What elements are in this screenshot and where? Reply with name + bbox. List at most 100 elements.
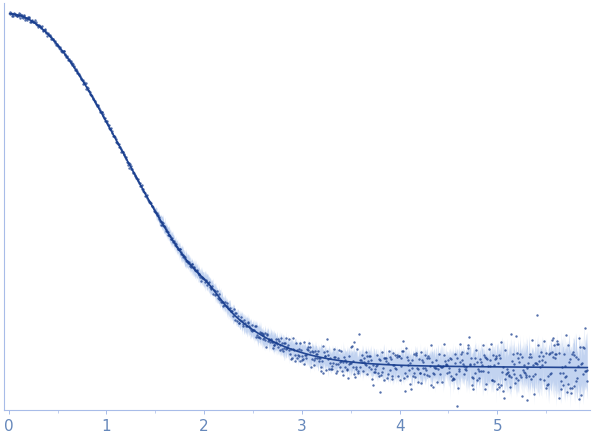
Point: [241, 323, 251, 330]
Point: [174, 245, 184, 252]
Point: [524, 360, 533, 367]
Point: [123, 160, 132, 166]
Point: [544, 350, 554, 357]
Point: [61, 53, 71, 60]
Point: [396, 377, 405, 384]
Point: [46, 31, 55, 38]
Point: [498, 369, 507, 376]
Point: [391, 364, 400, 371]
Point: [537, 361, 547, 368]
Point: [551, 350, 561, 357]
Point: [228, 308, 237, 315]
Point: [65, 56, 74, 63]
Point: [139, 187, 148, 194]
Point: [9, 12, 18, 19]
Point: [31, 21, 41, 28]
Point: [549, 341, 559, 348]
Point: [126, 163, 135, 170]
Point: [532, 361, 541, 368]
Point: [485, 362, 495, 369]
Point: [494, 383, 503, 390]
Point: [551, 355, 560, 362]
Point: [285, 350, 295, 357]
Point: [78, 80, 88, 87]
Point: [445, 368, 454, 375]
Point: [243, 319, 252, 326]
Point: [476, 368, 486, 375]
Point: [248, 326, 258, 333]
Point: [404, 356, 413, 363]
Point: [161, 227, 171, 234]
Point: [31, 18, 40, 25]
Point: [89, 96, 98, 103]
Point: [547, 336, 557, 343]
Point: [291, 340, 301, 347]
Point: [240, 317, 249, 324]
Point: [138, 186, 147, 193]
Point: [63, 56, 73, 63]
Point: [382, 375, 392, 382]
Point: [462, 349, 471, 356]
Point: [151, 210, 161, 217]
Point: [564, 381, 573, 388]
Point: [355, 364, 365, 371]
Point: [253, 334, 263, 341]
Point: [338, 372, 347, 379]
Point: [136, 182, 145, 189]
Point: [554, 395, 564, 402]
Point: [235, 317, 245, 324]
Point: [180, 253, 190, 260]
Point: [399, 375, 409, 382]
Point: [263, 332, 272, 339]
Point: [179, 253, 189, 260]
Point: [534, 353, 543, 360]
Point: [15, 14, 25, 21]
Point: [156, 218, 165, 225]
Point: [147, 202, 157, 209]
Point: [333, 361, 343, 368]
Point: [520, 370, 530, 377]
Point: [91, 99, 100, 106]
Point: [298, 355, 308, 362]
Point: [553, 340, 563, 347]
Point: [220, 298, 229, 305]
Point: [125, 164, 134, 171]
Point: [273, 343, 282, 350]
Point: [347, 364, 357, 371]
Point: [362, 370, 372, 377]
Point: [310, 356, 319, 363]
Point: [195, 270, 204, 277]
Point: [68, 62, 77, 69]
Point: [349, 339, 359, 346]
Point: [188, 263, 197, 270]
Point: [484, 362, 493, 369]
Point: [214, 290, 224, 297]
Point: [470, 360, 479, 367]
Point: [342, 358, 351, 365]
Point: [351, 366, 361, 373]
Point: [12, 13, 22, 20]
Point: [124, 159, 133, 166]
Point: [363, 353, 372, 360]
Point: [370, 365, 380, 372]
Point: [378, 365, 388, 372]
Point: [342, 367, 352, 374]
Point: [307, 356, 316, 363]
Point: [512, 374, 521, 381]
Point: [557, 364, 567, 371]
Point: [326, 354, 335, 361]
Point: [457, 356, 467, 363]
Point: [582, 377, 592, 384]
Point: [562, 388, 572, 395]
Point: [229, 305, 238, 312]
Point: [468, 386, 478, 393]
Point: [514, 359, 524, 366]
Point: [425, 355, 434, 362]
Point: [253, 332, 262, 339]
Point: [301, 351, 311, 358]
Point: [461, 367, 470, 374]
Point: [403, 361, 413, 368]
Point: [406, 385, 416, 392]
Point: [20, 13, 29, 20]
Point: [362, 349, 371, 356]
